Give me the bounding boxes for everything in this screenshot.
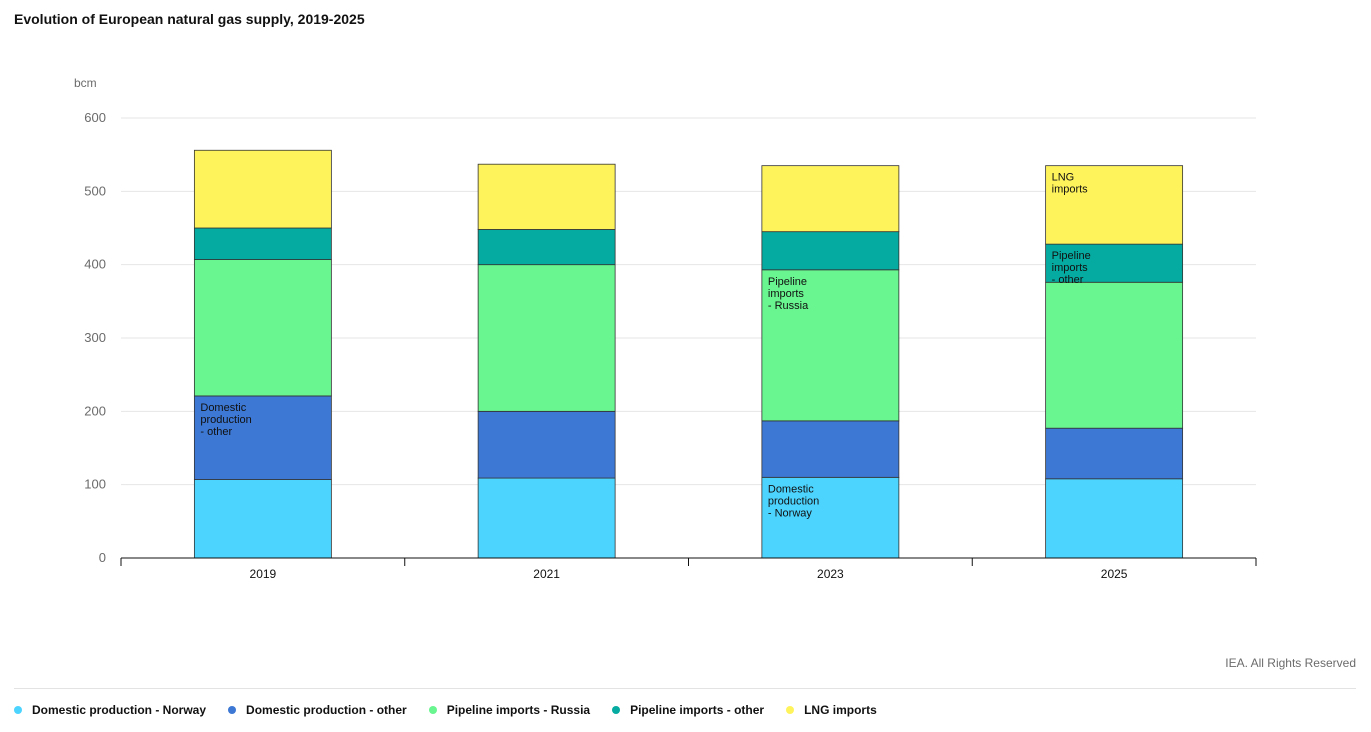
bar-annotation: Domestic production - other [200, 402, 251, 438]
bar-segment [1045, 478, 1184, 559]
bar-segment [193, 259, 332, 397]
x-tick-label: 2023 [817, 567, 844, 581]
x-tick-label: 2021 [533, 567, 560, 581]
y-axis-unit-label: bcm [74, 76, 97, 90]
bar-segment [193, 479, 332, 559]
bar-segment [761, 476, 900, 559]
bar-segment [477, 163, 616, 230]
y-tick-label: 600 [84, 110, 106, 125]
bar-segment [193, 149, 332, 229]
chart-title: Evolution of European natural gas supply… [14, 11, 365, 27]
legend-item[interactable]: Pipeline imports - other [612, 703, 764, 717]
legend-swatch-icon [786, 706, 795, 714]
x-tick-label: 2025 [1101, 567, 1128, 581]
stacked-bar-chart: bcm 0 100 200 300 400 500 600 2019 2021 2023 2025 Do… [74, 76, 1257, 581]
bar-segment [761, 420, 900, 478]
legend-label: Domestic production - other [246, 703, 407, 717]
bar-segment [477, 229, 616, 266]
legend-swatch-icon [228, 706, 237, 714]
bar-segment [761, 231, 900, 271]
bar-segment [477, 264, 616, 412]
legend-swatch-icon [14, 706, 22, 714]
y-tick-label: 0 [99, 550, 106, 565]
legend-swatch-icon [612, 706, 621, 714]
copyright-credit: IEA. All Rights Reserved [1225, 656, 1356, 670]
y-tick-label: 100 [84, 477, 106, 492]
legend-label: Domestic production - Norway [32, 703, 207, 717]
legend-label: LNG imports [804, 703, 877, 717]
legend-swatch-icon [428, 706, 437, 714]
bar-segment [193, 227, 332, 260]
bar-annotation: LNG imports [1052, 172, 1089, 196]
bar-segment [1045, 165, 1184, 245]
bar-segment [193, 395, 332, 480]
bar-segment [761, 165, 900, 233]
bar-annotation: Pipeline imports - other [1052, 250, 1091, 286]
bar-annotation: Domestic production - Norway [768, 483, 819, 519]
legend-item[interactable]: LNG imports [786, 703, 877, 717]
legend-label: Pipeline imports - other [630, 703, 765, 717]
bar-annotation: Pipeline imports - Russia [768, 276, 809, 312]
y-tick-label: 400 [84, 257, 106, 272]
legend-divider [14, 688, 1356, 689]
chart-legend: Domestic production - Norway Domestic pro… [14, 703, 877, 717]
legend-item[interactable]: Domestic production - Norway [14, 703, 206, 717]
bar-segment [1045, 427, 1184, 480]
bar-segment [761, 269, 900, 422]
bar-segment [477, 410, 616, 479]
x-tick-label: 2019 [250, 567, 277, 581]
y-tick-label: 200 [84, 403, 106, 418]
legend-label: Pipeline imports - Russia [446, 703, 591, 717]
bar-segment [1045, 281, 1184, 429]
y-tick-label: 500 [84, 183, 106, 198]
legend-item[interactable]: Domestic production - other [228, 703, 407, 717]
legend-item[interactable]: Pipeline imports - Russia [428, 703, 591, 717]
y-tick-label: 300 [84, 330, 106, 345]
bar-segment [477, 477, 616, 559]
